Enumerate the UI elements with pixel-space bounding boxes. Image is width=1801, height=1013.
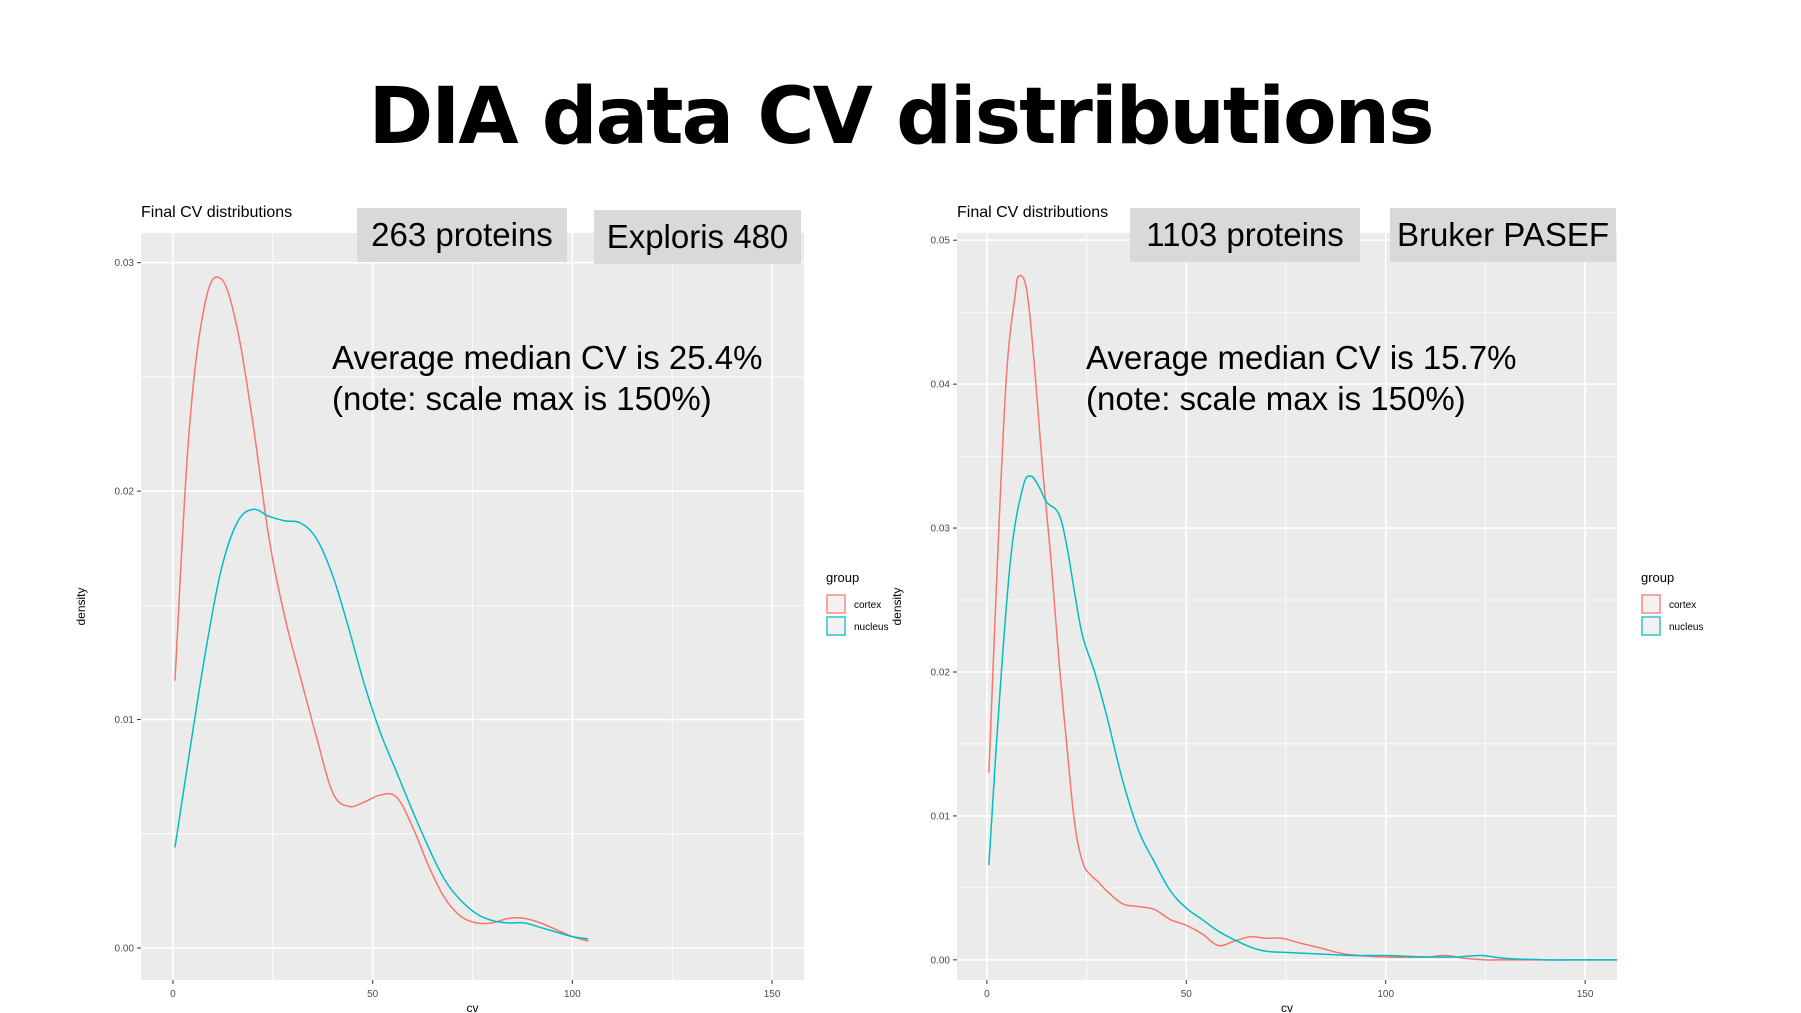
x-tick-label-right: 150 [1577,989,1594,1000]
scale-note-text-right: (note: scale max is 150%) [1086,380,1466,417]
y-axis-label-right: density [890,587,904,625]
x-tick-label-right: 50 [1181,989,1193,1000]
protein-count-label-right: 1103 proteins [1130,208,1360,262]
y-axis-label-left: density [74,587,88,625]
x-tick-label-left: 150 [764,989,781,1000]
median-cv-text-right: Average median CV is 15.7% [1086,339,1517,376]
legend-key-cortex-left [826,594,846,614]
y-tick-label-right: 0.02 [931,667,951,678]
y-tick-label-right: 0.00 [931,955,951,966]
slide-title: DIA data CV distributions [368,72,1434,162]
chart-title-left: Final CV distributions [141,204,292,221]
instrument-label-left: Exploris 480 [594,210,801,264]
legend-label-cortex-right: cortex [1669,600,1696,611]
legend-title-right: group [1641,570,1674,585]
y-tick-label-left: 0.00 [115,944,135,955]
instrument-label-right: Bruker PASEF [1390,208,1616,262]
y-tick-label-right: 0.01 [931,811,951,822]
y-tick-label-right: 0.03 [931,524,951,535]
legend-key-cortex-right [1641,594,1661,614]
x-axis-label-left: cv [467,1001,479,1013]
median-cv-note-right: Average median CV is 15.7% (note: scale … [1086,337,1516,419]
legend-title-left: group [826,570,859,585]
legend-key-bg-cortex-right [1641,594,1661,614]
legend-key-nucleus-right [1641,616,1661,636]
y-tick-label-left: 0.02 [115,487,135,498]
x-tick-label-left: 0 [170,989,176,1000]
x-tick-label-left: 50 [367,989,379,1000]
x-tick-label-right: 100 [1377,989,1394,1000]
legend-key-bg-cortex-left [826,594,846,614]
x-tick-label-left: 100 [564,989,581,1000]
y-tick-label-left: 0.01 [115,715,135,726]
legend-label-nucleus-right: nucleus [1669,622,1703,633]
y-tick-label-right: 0.05 [931,236,951,247]
legend-key-bg-nucleus-left [826,616,846,636]
legend-key-nucleus-left [826,616,846,636]
density-line-nucleus-left [174,508,589,940]
median-cv-text-left: Average median CV is 25.4% [332,339,763,376]
x-tick-label-right: 0 [984,989,990,1000]
legend-label-nucleus-left: nucleus [854,622,888,633]
scale-note-text-left: (note: scale max is 150%) [332,380,712,417]
protein-count-label-left: 263 proteins [357,208,567,262]
density-line-nucleus-right [988,475,1617,961]
legend-label-cortex-left: cortex [854,600,881,611]
legend-key-bg-nucleus-right [1641,616,1661,636]
x-axis-label-right: cv [1281,1001,1293,1013]
y-tick-label-left: 0.03 [115,258,135,269]
chart-title-right: Final CV distributions [957,204,1108,221]
y-tick-label-right: 0.04 [931,380,951,391]
median-cv-note-left: Average median CV is 25.4% (note: scale … [332,337,762,419]
